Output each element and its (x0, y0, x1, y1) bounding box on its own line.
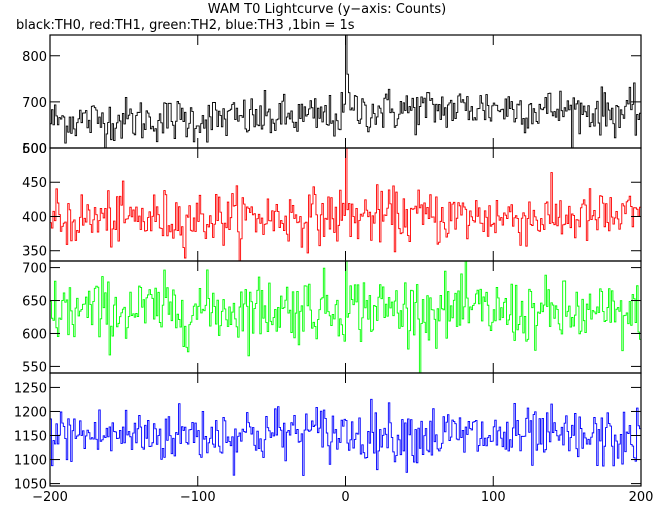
series-line-th1 (50, 148, 641, 261)
y-tick-label: 550 (22, 360, 47, 375)
series-line-th2 (50, 261, 641, 373)
y-tick-label: 700 (22, 262, 47, 277)
y-tick-label: 700 (22, 96, 47, 111)
y-tick-label: 1050 (14, 478, 47, 493)
y-tick-label: 1100 (14, 454, 47, 469)
y-tick-label: 1150 (14, 430, 47, 445)
y-tick-label: 400 (22, 210, 47, 225)
y-tick-label: 500 (22, 142, 47, 157)
y-tick-label: 450 (22, 176, 47, 191)
series-line-th3 (50, 398, 641, 476)
x-tick-label: 200 (629, 490, 654, 505)
chart-subtitle: black:TH0, red:TH1, green:TH2, blue:TH3 … (16, 18, 355, 33)
series-line-th0 (50, 35, 641, 148)
x-tick-label: 0 (341, 490, 349, 505)
chart-title: WAM T0 Lightcurve (y−axis: Counts) (207, 2, 447, 17)
y-tick-label: 600 (22, 142, 47, 157)
y-tick-label: 350 (22, 245, 47, 260)
y-tick-label: 1250 (14, 381, 47, 396)
y-tick-label: 650 (22, 295, 47, 310)
y-tick-label: 600 (22, 327, 47, 342)
x-tick-label: −200 (32, 490, 68, 505)
x-tick-label: −100 (180, 490, 216, 505)
x-tick-label: 100 (481, 490, 506, 505)
y-tick-label: 1200 (14, 405, 47, 420)
y-tick-label: 800 (22, 50, 47, 65)
